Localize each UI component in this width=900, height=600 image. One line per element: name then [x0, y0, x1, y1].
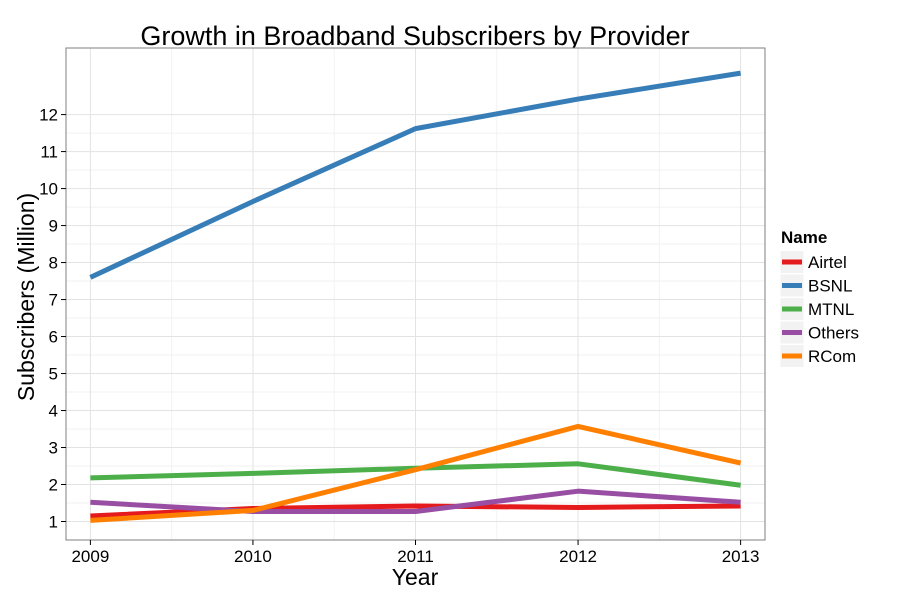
legend-label-bsnl: BSNL: [808, 277, 852, 296]
series-line-airtel: [90, 503, 741, 519]
legend-label-airtel: Airtel: [808, 253, 847, 272]
x-tick-label: 2010: [234, 547, 272, 566]
y-tick-label: 12: [39, 106, 58, 125]
series-lines: [89, 70, 742, 523]
y-tick-label: 2: [49, 476, 58, 495]
legend: Name Airtel BSNL MTNL Others RCom: [779, 228, 859, 368]
x-tick-label: 2013: [722, 547, 760, 566]
series-line-bsnl: [89, 70, 742, 280]
y-tick-label: 7: [49, 291, 58, 310]
legend-label-others: Others: [808, 324, 859, 343]
y-axis-title: Subscribers (Million): [13, 193, 39, 401]
y-tick-label: 8: [49, 254, 58, 273]
legend-label-mtnl: MTNL: [808, 300, 854, 319]
x-tick-label: 2012: [559, 547, 597, 566]
x-tick-label: 2009: [71, 547, 109, 566]
series-line-others: [90, 488, 741, 515]
y-tick-label: 10: [39, 180, 58, 199]
legend-label-rcom: RCom: [808, 347, 856, 366]
y-tick-label: 1: [49, 513, 58, 532]
y-tick-label: 11: [40, 143, 58, 162]
series-line-rcom: [90, 423, 742, 523]
grid: [66, 48, 765, 540]
legend-title: Name: [781, 228, 827, 247]
x-tick-label: 2011: [397, 547, 434, 566]
y-tick-label: 5: [49, 365, 58, 384]
y-tick-label: 6: [49, 328, 58, 347]
chart-title: Growth in Broadband Subscribers by Provi…: [140, 21, 689, 51]
x-axis-title: Year: [392, 564, 439, 590]
y-tick-label: 4: [49, 402, 58, 421]
y-tick-label: 3: [49, 439, 58, 458]
y-tick-label: 9: [49, 217, 58, 236]
